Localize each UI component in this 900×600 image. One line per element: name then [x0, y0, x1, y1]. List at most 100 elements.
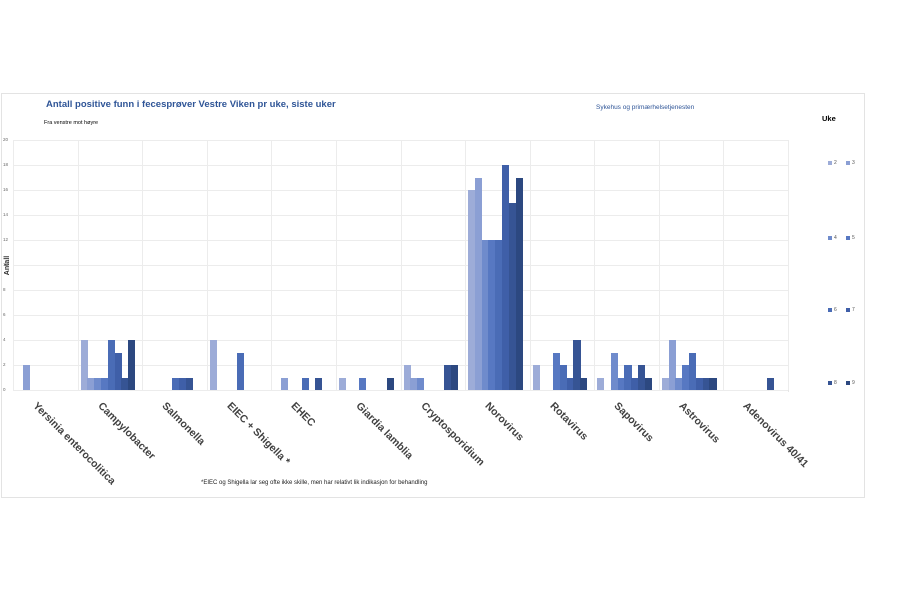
- chart-subtitle: Fra venstre mot høyre: [44, 120, 99, 126]
- bar: [702, 377, 710, 390]
- legend-label: 9: [852, 380, 855, 386]
- chart-title: Antall positive funn i fecesprøver Vestr…: [46, 99, 336, 110]
- bar: [508, 202, 516, 390]
- bar: [94, 377, 102, 390]
- source-label: Sykehus og primærhelsetjenesten: [596, 104, 695, 111]
- legend-swatch: [828, 380, 832, 385]
- bar: [617, 377, 625, 390]
- bar: [281, 377, 289, 390]
- y-tick-label: 4: [3, 337, 6, 342]
- y-tick-label: 18: [3, 162, 9, 167]
- bar: [597, 377, 605, 390]
- bar: [410, 377, 418, 390]
- bar: [767, 377, 775, 390]
- legend-swatch: [828, 235, 832, 240]
- bar: [301, 377, 309, 390]
- bar: [107, 340, 115, 390]
- bar: [495, 240, 503, 390]
- legend-item: 5: [846, 235, 855, 241]
- legend-swatch: [846, 307, 850, 312]
- bar: [386, 377, 394, 390]
- bar: [179, 377, 187, 390]
- bar: [695, 377, 703, 390]
- bar: [682, 365, 690, 390]
- category-separator: [594, 140, 596, 390]
- y-tick-label: 16: [3, 187, 9, 192]
- y-tick-label: 20: [3, 137, 9, 142]
- legend-label: 8: [834, 380, 837, 386]
- legend-label: 5: [852, 235, 855, 241]
- bar: [403, 365, 411, 390]
- category-separator: [142, 140, 144, 390]
- bar: [359, 377, 367, 390]
- bar: [474, 177, 482, 390]
- legend-swatch: [846, 235, 850, 240]
- category-separator: [529, 140, 531, 390]
- bar: [580, 377, 588, 390]
- y-tick-label: 14: [3, 212, 9, 217]
- category-separator: [13, 140, 14, 390]
- plot-area: 0 2 4 6 8 10 12 14 16 18 20: [3, 137, 789, 392]
- y-tick-label: 0: [3, 387, 6, 392]
- bar: [417, 377, 425, 390]
- bar: [661, 377, 669, 390]
- legend-swatch: [846, 160, 850, 165]
- bar: [610, 352, 618, 390]
- bar: [532, 365, 540, 390]
- y-tick-label: 6: [3, 312, 6, 317]
- bar: [114, 352, 122, 390]
- y-tick-label: 2: [3, 362, 6, 367]
- bar: [185, 377, 194, 390]
- bar: [668, 340, 676, 390]
- category-separator: [77, 140, 79, 390]
- legend-item: 4: [828, 235, 837, 241]
- legend-swatch: [828, 160, 832, 165]
- bar: [80, 340, 88, 390]
- legend-label: 2: [834, 160, 837, 166]
- y-tick-label: 8: [3, 287, 6, 292]
- legend-swatch: [846, 380, 850, 385]
- category-separator: [723, 140, 725, 390]
- bar: [338, 377, 346, 390]
- bar: [689, 352, 697, 390]
- legend-item: 9: [846, 380, 855, 386]
- bar: [502, 165, 510, 390]
- bar: [566, 377, 574, 390]
- y-tick-label: 12: [3, 237, 9, 242]
- category-separator: [465, 140, 467, 390]
- bar: [444, 365, 452, 390]
- category-separator: [206, 140, 208, 390]
- bar: [451, 365, 459, 390]
- category-separator: [788, 140, 789, 390]
- bar: [209, 340, 217, 390]
- bar: [553, 352, 561, 390]
- bar: [172, 377, 180, 390]
- legend-title: Uke: [822, 114, 836, 123]
- bar: [573, 340, 581, 390]
- bar: [481, 240, 489, 390]
- category-separator: [335, 140, 337, 390]
- category-separator: [658, 140, 660, 390]
- bar: [488, 240, 496, 390]
- bar: [709, 377, 717, 390]
- bar: [468, 190, 476, 390]
- category-separator: [271, 140, 273, 390]
- bar: [128, 340, 136, 390]
- bar: [100, 377, 109, 390]
- bar: [675, 377, 683, 390]
- y-tick-label: 10: [3, 262, 9, 267]
- legend-label: 7: [852, 307, 855, 313]
- legend-item: 7: [846, 307, 855, 313]
- legend-item: 6: [828, 307, 837, 313]
- legend-swatch: [828, 307, 832, 312]
- category-separator: [400, 140, 402, 390]
- legend-item: 8: [828, 380, 837, 386]
- legend-label: 4: [834, 235, 837, 241]
- bar: [559, 365, 567, 390]
- legend-item: 3: [846, 160, 855, 166]
- chart-frame: [1, 93, 865, 498]
- gridline: [13, 390, 788, 391]
- legend-label: 3: [852, 160, 855, 166]
- bar: [236, 352, 245, 390]
- bar: [121, 377, 129, 390]
